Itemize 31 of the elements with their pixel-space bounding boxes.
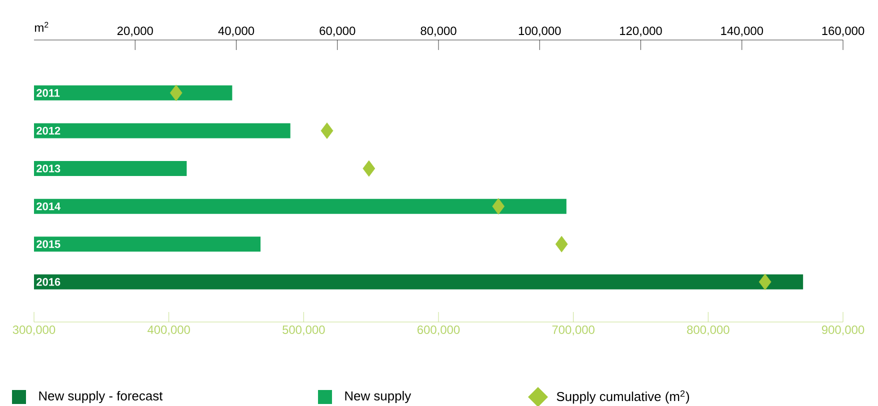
x2-tick-label: 80,000 xyxy=(420,26,456,36)
y-tick-label: 2015 xyxy=(36,240,60,248)
point xyxy=(170,84,182,102)
x-tick-label: 500,000 xyxy=(282,326,325,336)
x2-tick-label: 60,000 xyxy=(320,26,356,36)
x-tick-label: 900,000 xyxy=(822,326,864,336)
point xyxy=(492,198,505,215)
point xyxy=(758,274,772,290)
point xyxy=(555,236,568,252)
x2-tick-label: 140,000 xyxy=(721,26,764,36)
y-tick-label: 2011 xyxy=(36,89,60,97)
x2-tick-label: 160,000 xyxy=(822,26,864,36)
y-tick-label: 2013 xyxy=(36,164,60,172)
y-tick-label: 2016 xyxy=(36,278,60,286)
y-tick-label: 2012 xyxy=(36,126,60,135)
x2-axis-title: m$^{2}$ xyxy=(34,22,48,32)
x2-tick-label: 100,000 xyxy=(518,26,561,36)
x-tick-label: 400,000 xyxy=(148,326,190,336)
x-tick-label: 700,000 xyxy=(552,326,594,336)
x2-tick-label: 120,000 xyxy=(620,26,662,36)
x2-tick-label: 20,000 xyxy=(117,26,153,36)
x-tick-label: 300,000 xyxy=(12,326,56,336)
y-tick-label: 2014 xyxy=(36,202,61,210)
point xyxy=(362,160,376,177)
point xyxy=(320,122,334,139)
legend-label: Supply cumulative (m$^{2}$) xyxy=(556,390,690,404)
legend-label: New supply xyxy=(345,390,412,404)
x-tick-label: 600,000 xyxy=(418,326,460,336)
x-tick-label: 800,000 xyxy=(687,326,730,336)
legend-label: New supply - forecast xyxy=(39,390,163,404)
x2-tick-label: 40,000 xyxy=(218,26,254,36)
